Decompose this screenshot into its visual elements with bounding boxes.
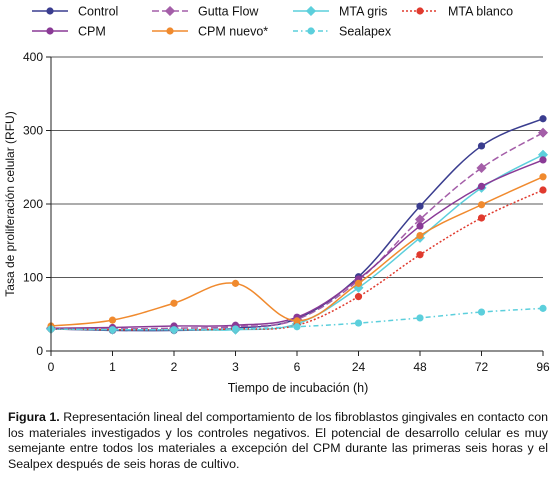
series-sealapex (47, 304, 547, 334)
data-point (539, 186, 547, 194)
legend-marker (166, 27, 174, 35)
chart-legend: Control Gutta Flow MTA gris MTA blanco CPM CP… (32, 5, 513, 39)
data-point (231, 279, 240, 287)
data-point (539, 173, 547, 181)
series-cpm (47, 156, 547, 332)
data-point (416, 232, 424, 240)
legend-label: CPM nuevo* (198, 25, 268, 39)
legend-item-mta-blanco: MTA blanco (402, 5, 513, 19)
chart-axes: 0 100 200 300 400 0 1 2 3 6 24 48 72 96 (23, 50, 550, 374)
data-point (539, 115, 547, 123)
data-point (537, 127, 549, 138)
series-control (47, 115, 547, 335)
series-gutta-flow (45, 127, 549, 335)
data-point (416, 222, 424, 230)
legend-marker (305, 5, 317, 17)
x-tick-label: 0 (48, 360, 55, 374)
series-line-cpm (50, 159, 544, 329)
figure-caption: Figura 1. Representación lineal del comp… (8, 410, 548, 472)
data-point (477, 182, 486, 190)
figure-caption-text: Representación lineal del comportamiento… (8, 410, 548, 471)
legend-item-control: Control (32, 5, 118, 19)
legend-item-gutta-flow: Gutta Flow (152, 5, 259, 19)
data-point (354, 319, 363, 327)
data-point (416, 314, 424, 322)
legend-marker (164, 5, 176, 17)
y-tick-label: 400 (23, 50, 43, 64)
x-tick-label: 24 (352, 360, 366, 374)
y-tick-label: 0 (36, 344, 43, 358)
x-axis-label: Tiempo de incubación (h) (228, 381, 369, 395)
data-point (539, 156, 547, 164)
series-mta-blanco (47, 186, 547, 334)
x-tick-label: 6 (294, 360, 301, 374)
data-point (108, 326, 117, 334)
legend-label: CPM (78, 25, 106, 39)
data-point (477, 308, 486, 316)
data-point (476, 162, 487, 174)
legend-label: MTA gris (339, 5, 387, 19)
data-point (539, 304, 547, 312)
series-mta-gris (45, 149, 549, 335)
chart-grid (51, 56, 543, 278)
x-tick-label: 2 (171, 360, 178, 374)
data-point (354, 279, 363, 287)
x-tick-label: 72 (475, 360, 489, 374)
data-point (416, 251, 424, 259)
series-line-control (50, 118, 544, 332)
y-tick-label: 100 (23, 271, 43, 285)
legend-label: Gutta Flow (198, 5, 259, 19)
line-chart: Control Gutta Flow MTA gris MTA blanco CPM CP… (3, 5, 550, 396)
legend-item-mta-gris: MTA gris (293, 5, 387, 19)
legend-item-cpm-nuevo: CPM nuevo* (152, 25, 268, 39)
x-tick-label: 3 (232, 360, 239, 374)
legend-marker (46, 27, 54, 35)
legend-marker (416, 7, 424, 15)
data-point (416, 202, 424, 210)
data-point (477, 142, 486, 150)
series-cpm-nuevo (47, 173, 547, 330)
series-line-cpm-nuevo (50, 176, 544, 327)
data-point (293, 323, 301, 331)
legend-marker (46, 7, 54, 15)
legend-label: MTA blanco (448, 5, 513, 19)
legend-label: Control (78, 5, 118, 19)
legend-marker (307, 27, 315, 35)
data-point (477, 201, 486, 209)
x-tick-label: 48 (413, 360, 427, 374)
y-axis-label: Tasa de proliferación celular (RFU) (3, 111, 17, 296)
series-line-mta-blanco (50, 189, 544, 331)
x-tick-label: 96 (536, 360, 550, 374)
data-point (108, 316, 117, 324)
x-tick-label: 1 (109, 360, 116, 374)
series-line-mta-gris (50, 154, 544, 331)
data-point (170, 326, 178, 334)
legend-item-cpm: CPM (32, 25, 106, 39)
legend-label: Sealapex (339, 25, 392, 39)
y-tick-label: 300 (23, 124, 43, 138)
data-point (293, 317, 301, 325)
data-point (477, 214, 486, 222)
data-point (231, 325, 240, 333)
data-point (354, 293, 363, 301)
chart-series (45, 115, 549, 335)
y-tick-label: 200 (23, 197, 43, 211)
figure-caption-label: Figura 1. (8, 410, 60, 424)
series-line-gutta-flow (50, 132, 544, 330)
data-point (170, 299, 178, 307)
legend-item-sealapex: Sealapex (293, 25, 392, 39)
